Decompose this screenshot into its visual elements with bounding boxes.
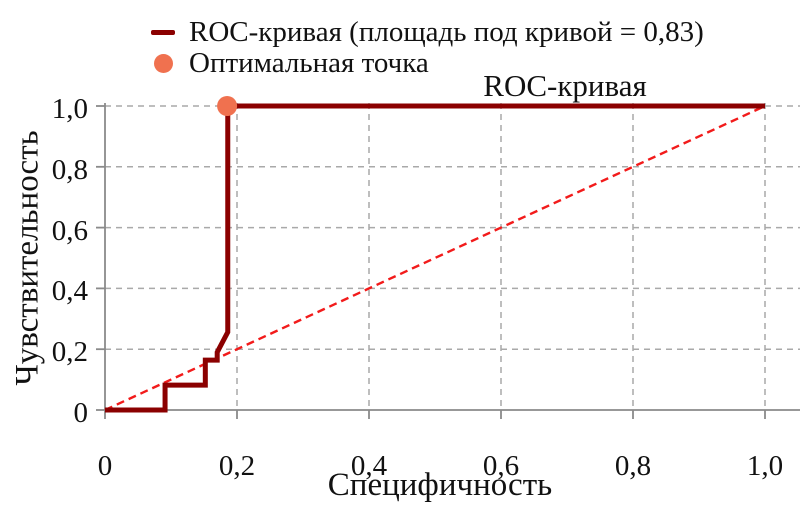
y-tick-label: 0,8 xyxy=(51,153,88,186)
legend-label-roc-curve: ROC-кривая (площадь под кривой = 0,83) xyxy=(189,16,704,48)
legend: ROC-кривая (площадь под кривой = 0,83) О… xyxy=(140,16,704,79)
y-tick-label: 0,2 xyxy=(51,336,88,369)
y-tick-label: 0,6 xyxy=(51,214,88,247)
x-tick-label: 0 xyxy=(97,450,113,482)
optimal-point-marker xyxy=(217,96,238,116)
x-tick-label: 0,6 xyxy=(482,450,520,482)
optimal-point-dot-icon xyxy=(153,54,173,73)
roc-curve-line-icon xyxy=(151,30,175,35)
x-tick-label: 0,4 xyxy=(350,450,388,482)
x-axis-label: Специфичность xyxy=(327,467,553,503)
legend-marker-box xyxy=(140,54,186,73)
legend-marker-box xyxy=(140,30,186,35)
legend-item-roc-curve: ROC-кривая (площадь под кривой = 0,83) xyxy=(140,16,704,48)
x-tick-label: 0,2 xyxy=(218,450,256,482)
y-tick-label: 1,0 xyxy=(51,93,88,125)
legend-item-optimal-point: Оптимальная точка xyxy=(140,47,704,79)
x-tick-label: 0,8 xyxy=(614,450,652,482)
roc-curve-line xyxy=(105,103,765,413)
chart-title: ROC-кривая xyxy=(483,68,647,103)
legend-label-optimal-point: Оптимальная точка xyxy=(189,47,429,79)
x-tick-label: 1,0 xyxy=(746,450,784,482)
y-tick-label: 0,4 xyxy=(51,275,88,308)
y-tick-label: 0 xyxy=(73,397,89,429)
